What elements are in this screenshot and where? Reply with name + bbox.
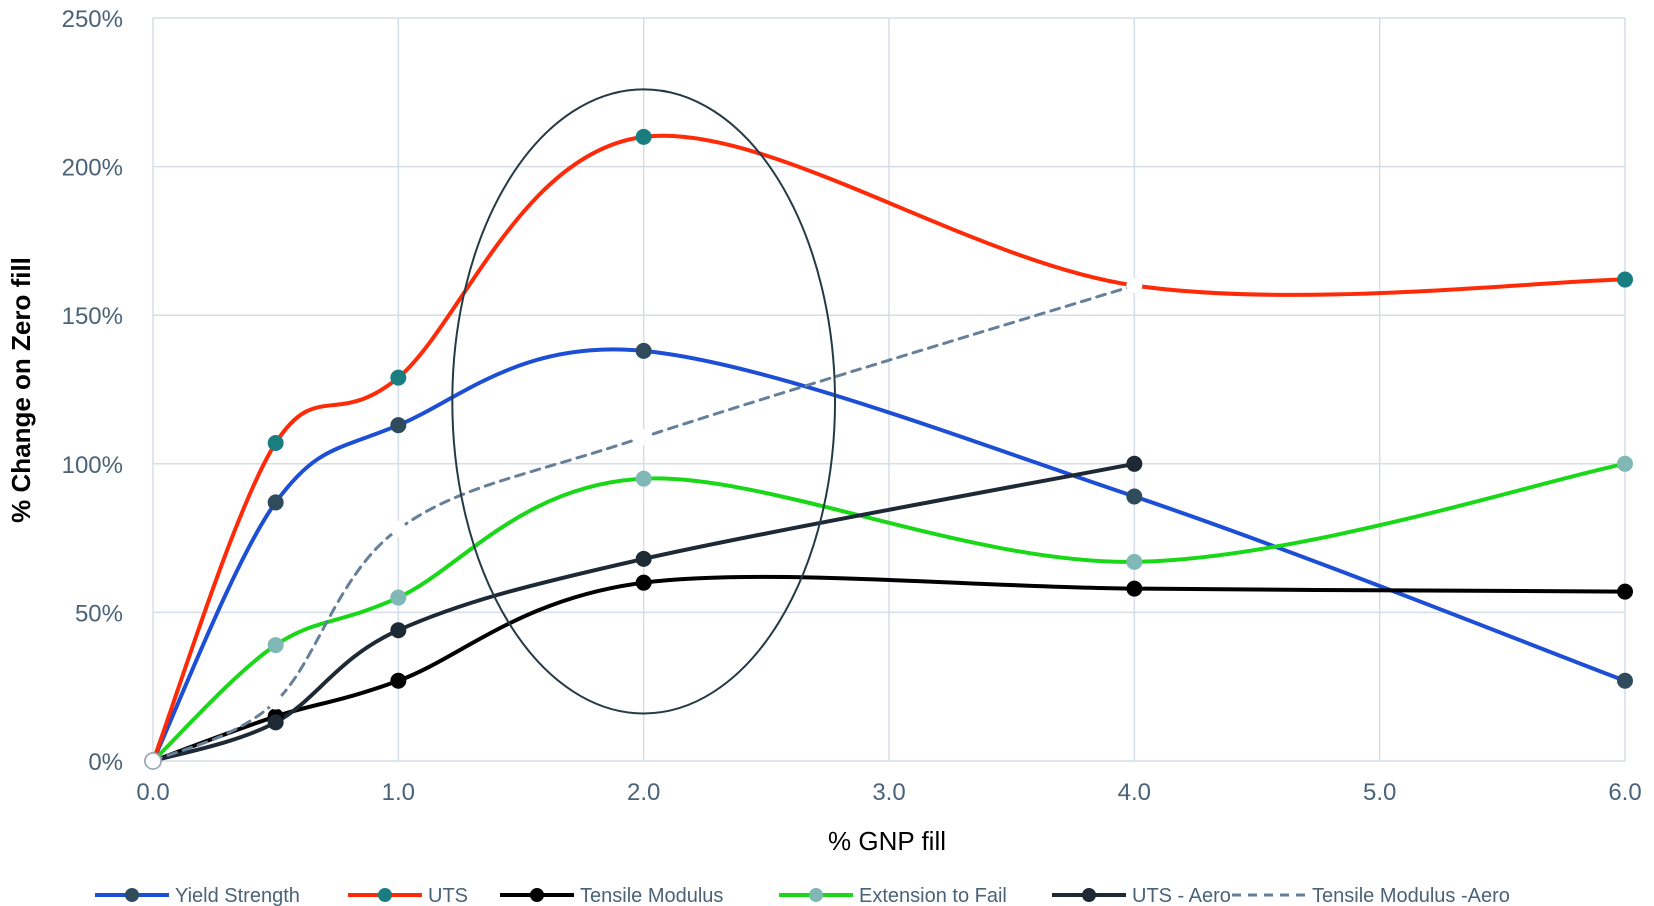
series-markers xyxy=(144,128,1633,770)
data-point xyxy=(635,574,652,591)
data-point xyxy=(390,369,407,386)
data-point xyxy=(635,342,652,359)
legend-label: Tensile Modulus xyxy=(580,885,723,906)
y-tick-label: 250% xyxy=(62,6,123,33)
data-point xyxy=(390,521,407,538)
legend-label: UTS - Aero xyxy=(1132,885,1231,906)
data-point xyxy=(267,714,284,731)
y-tick-label: 0% xyxy=(88,749,123,776)
data-point xyxy=(635,470,652,487)
highlight-ellipse xyxy=(451,88,837,715)
x-tick-label: 0.0 xyxy=(136,779,169,806)
x-axis-title: % GNP fill xyxy=(828,826,946,856)
series-line xyxy=(151,574,1627,763)
data-point xyxy=(144,752,162,770)
x-tick-label: 3.0 xyxy=(872,779,905,806)
data-point xyxy=(390,672,407,689)
gridlines xyxy=(152,17,1626,762)
y-tick-label: 200% xyxy=(62,155,123,182)
series-line xyxy=(151,347,1627,763)
x-tick-label: 6.0 xyxy=(1608,779,1641,806)
legend-label: UTS xyxy=(428,885,468,906)
data-point xyxy=(390,622,407,639)
data-point xyxy=(267,434,284,451)
data-point xyxy=(1126,580,1143,597)
series-line xyxy=(151,461,1137,763)
legend-marker xyxy=(125,888,139,902)
y-axis-title: % Change on Zero fill xyxy=(6,257,36,523)
data-point xyxy=(1617,455,1633,472)
annotation xyxy=(451,88,837,715)
data-point xyxy=(390,589,407,606)
y-tick-label: 50% xyxy=(75,600,123,627)
legend: Yield Strength UTS Tensile Modulus Extensio… xyxy=(95,885,1510,906)
data-point xyxy=(1617,672,1633,689)
data-point xyxy=(267,494,284,511)
legend-label: Yield Strength xyxy=(175,885,300,906)
legend-marker xyxy=(530,888,544,902)
data-point xyxy=(390,417,407,434)
data-point xyxy=(635,550,652,567)
x-tick-label: 4.0 xyxy=(1118,779,1151,806)
data-point xyxy=(1126,553,1143,570)
tick-labels: 0.0 1.0 2.0 3.0 4.0 5.0 6.0 0% 50% 100% 150% 200% 25… xyxy=(62,6,1642,806)
legend-marker xyxy=(809,888,823,902)
data-point xyxy=(1126,277,1143,294)
legend-label: Extension to Fail xyxy=(859,885,1007,906)
series-line xyxy=(151,133,1627,763)
data-point xyxy=(1126,488,1143,505)
y-tick-label: 100% xyxy=(62,452,123,479)
data-point xyxy=(635,429,652,446)
data-point xyxy=(267,693,284,710)
legend-label: Tensile Modulus -Aero xyxy=(1312,885,1510,906)
legend-marker xyxy=(1082,888,1096,902)
data-point xyxy=(1617,271,1633,288)
data-point xyxy=(635,128,652,145)
y-tick-label: 150% xyxy=(62,303,123,330)
data-point xyxy=(1126,455,1143,472)
legend-marker xyxy=(378,888,392,902)
data-point xyxy=(1617,583,1633,600)
data-point xyxy=(267,637,284,654)
x-tick-label: 5.0 xyxy=(1363,779,1396,806)
x-tick-label: 2.0 xyxy=(627,779,660,806)
x-tick-label: 1.0 xyxy=(382,779,415,806)
